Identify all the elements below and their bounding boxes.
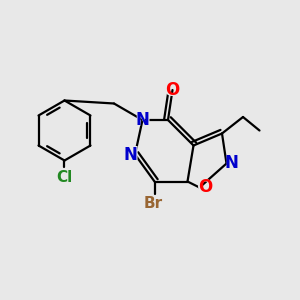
Text: N: N: [224, 154, 240, 173]
Text: Cl: Cl: [56, 169, 73, 184]
Text: O: O: [198, 178, 212, 196]
Text: N: N: [134, 110, 151, 130]
Text: O: O: [196, 178, 213, 197]
Text: N: N: [124, 146, 137, 164]
Text: N: N: [225, 154, 239, 172]
Text: Br: Br: [142, 195, 164, 213]
Text: O: O: [164, 80, 181, 100]
Text: N: N: [122, 145, 139, 164]
Text: N: N: [136, 111, 149, 129]
Text: Br: Br: [143, 196, 163, 211]
Text: Cl: Cl: [55, 168, 74, 186]
Text: O: O: [165, 81, 180, 99]
